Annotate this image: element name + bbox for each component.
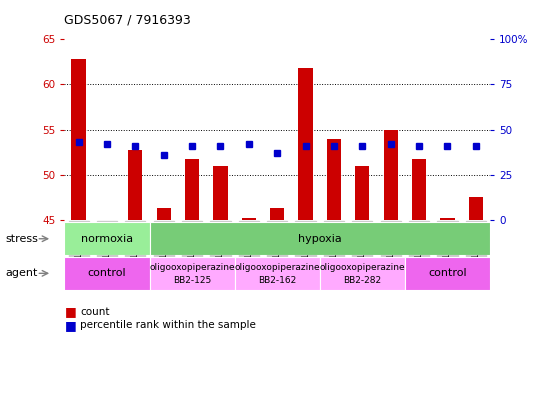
Text: oligooxopiperazine: oligooxopiperazine [150, 263, 235, 272]
Bar [64, 222, 150, 255]
Text: hypoxia: hypoxia [298, 234, 342, 244]
Text: count: count [80, 307, 110, 317]
Text: BB2-282: BB2-282 [343, 276, 381, 285]
Text: oligooxopiperazine: oligooxopiperazine [235, 263, 320, 272]
Bar [384, 130, 398, 220]
Bar [72, 59, 86, 220]
Bar [150, 257, 235, 290]
Bar [298, 68, 312, 220]
Text: BB2-162: BB2-162 [258, 276, 296, 285]
Text: stress: stress [6, 234, 39, 244]
Bar [327, 139, 341, 220]
Bar [128, 150, 142, 220]
Bar [355, 166, 370, 220]
Bar [213, 166, 227, 220]
Bar [320, 257, 405, 290]
Bar [185, 159, 199, 220]
Text: agent: agent [6, 268, 38, 278]
Text: control: control [88, 268, 126, 278]
Text: ■: ■ [64, 319, 76, 332]
Bar [412, 159, 426, 220]
Bar [242, 218, 256, 220]
Text: oligooxopiperazine: oligooxopiperazine [320, 263, 405, 272]
Text: percentile rank within the sample: percentile rank within the sample [80, 320, 256, 331]
Text: normoxia: normoxia [81, 234, 133, 244]
Bar [270, 208, 284, 220]
Bar [150, 222, 490, 255]
Bar [405, 257, 490, 290]
Text: ■: ■ [64, 305, 76, 318]
Bar [157, 208, 171, 220]
Text: GDS5067 / 7916393: GDS5067 / 7916393 [64, 14, 191, 27]
Bar [469, 197, 483, 220]
Bar [235, 257, 320, 290]
Text: BB2-125: BB2-125 [173, 276, 211, 285]
Bar [64, 257, 150, 290]
Text: control: control [428, 268, 466, 278]
Bar [440, 218, 455, 220]
